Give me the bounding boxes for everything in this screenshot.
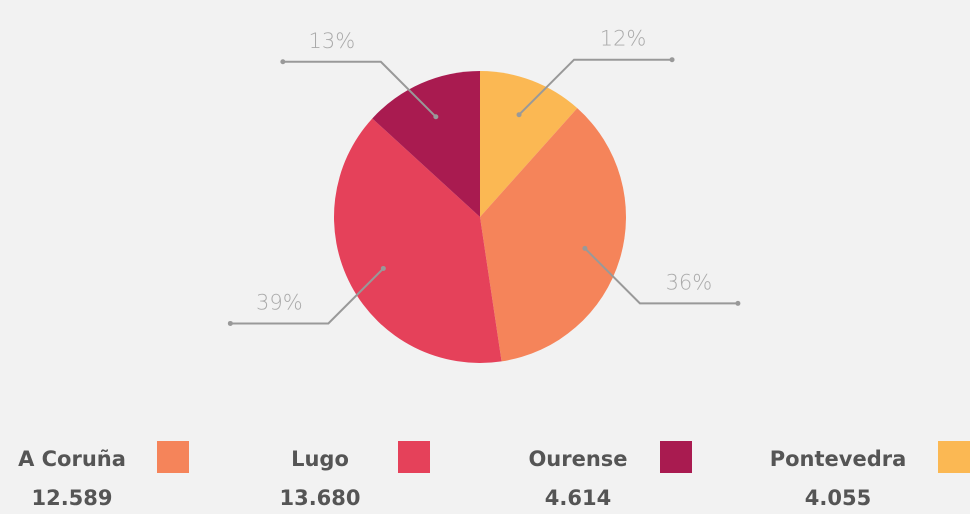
- pie-slice: [480, 108, 626, 362]
- percent-label: 12%: [600, 27, 647, 51]
- percent-label: 13%: [309, 29, 356, 53]
- leader-dot: [516, 112, 522, 118]
- legend-label: Pontevedra: [770, 447, 907, 471]
- pie-slice: [372, 71, 480, 217]
- leader-dot: [433, 114, 439, 120]
- legend-swatch: [398, 441, 430, 473]
- legend-value: 4.614: [545, 486, 611, 510]
- leader-dot: [227, 320, 233, 326]
- leader-line: [282, 60, 437, 118]
- legend-value: 4.055: [805, 486, 871, 510]
- pie-slice: [334, 118, 502, 363]
- legend-value: 12.589: [31, 486, 112, 510]
- pie-slice: [480, 71, 578, 217]
- leader-dot: [280, 59, 286, 65]
- legend-swatch: [660, 441, 692, 473]
- leader-dot: [669, 57, 675, 63]
- percent-label: 36%: [666, 270, 713, 294]
- percent-label: 39%: [256, 290, 303, 314]
- leader-line: [230, 267, 385, 325]
- leader-line: [518, 58, 673, 116]
- leader-dot: [380, 265, 386, 271]
- legend-label: Ourense: [528, 447, 627, 471]
- legend-swatch: [157, 441, 189, 473]
- legend-label: Lugo: [291, 447, 349, 471]
- legend-value: 13.680: [279, 486, 360, 510]
- leader-dot: [735, 300, 741, 306]
- legend-label: A Coruña: [18, 447, 126, 471]
- legend-swatch: [938, 441, 970, 473]
- leader-dot: [582, 245, 588, 251]
- leader-line: [584, 247, 738, 305]
